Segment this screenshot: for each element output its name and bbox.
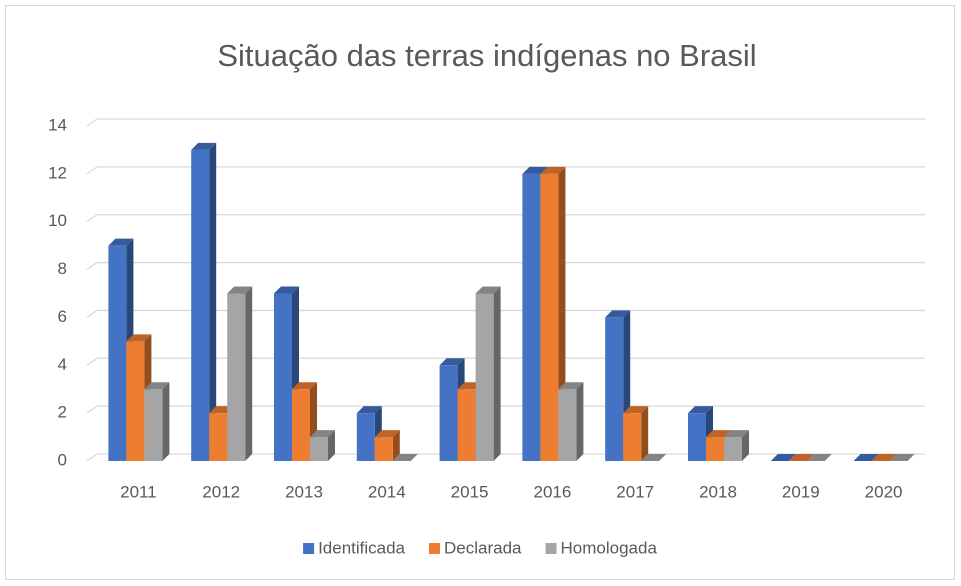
- bar: [540, 173, 559, 461]
- legend-swatch: [303, 543, 315, 554]
- bar-top: [623, 406, 649, 414]
- bar-top: [724, 430, 749, 438]
- bar-top: [392, 454, 418, 461]
- bar: [191, 149, 210, 461]
- bar: [356, 413, 375, 461]
- bar-top: [770, 454, 796, 461]
- bar-side: [392, 430, 400, 461]
- bar-top: [439, 358, 465, 366]
- grid-line: [86, 309, 925, 318]
- bar-top: [126, 334, 152, 342]
- bar-top: [310, 430, 335, 438]
- bar-top: [641, 454, 667, 461]
- grid-line: [86, 405, 925, 414]
- grid-line: [86, 214, 925, 223]
- grid-line: [86, 357, 925, 366]
- x-tick-label: 2013: [285, 482, 323, 501]
- grid-line: [86, 166, 925, 175]
- y-tick-label: 4: [58, 355, 67, 374]
- bar-top: [853, 454, 879, 461]
- bar-top: [292, 382, 317, 390]
- y-tick-label: 8: [58, 259, 67, 278]
- bar-top: [144, 382, 170, 390]
- bar-side: [641, 406, 649, 461]
- bar-side: [209, 142, 217, 461]
- bar: [706, 437, 724, 461]
- bar-side: [162, 382, 170, 461]
- bar: [126, 341, 145, 461]
- legend-label: Declarada: [444, 538, 522, 557]
- legend-swatch: [429, 543, 441, 554]
- y-tick-label: 2: [58, 403, 67, 422]
- bar-top: [274, 286, 299, 294]
- bar-top: [788, 454, 814, 461]
- bar-side: [245, 286, 253, 461]
- bar-top: [108, 238, 134, 246]
- bar-top: [688, 406, 713, 414]
- x-tick-label: 2012: [202, 482, 240, 501]
- legend-swatch: [545, 543, 557, 554]
- x-tick-label: 2015: [451, 482, 489, 501]
- x-tick-label: 2017: [616, 482, 654, 501]
- legend-label: Identificada: [318, 538, 405, 557]
- y-tick-label: 10: [48, 211, 67, 230]
- x-tick-label: 2019: [782, 482, 820, 501]
- bar-top: [227, 286, 253, 294]
- bar: [522, 173, 541, 461]
- x-tick-label: 2018: [699, 482, 737, 501]
- bar-top: [889, 454, 915, 461]
- bar-top: [475, 286, 501, 294]
- bar-top: [706, 430, 731, 438]
- bar-side: [493, 286, 501, 461]
- bar-top: [558, 382, 584, 390]
- x-tick-label: 2014: [368, 482, 406, 501]
- legend-label: Homologada: [561, 538, 658, 557]
- bar: [274, 293, 292, 461]
- bar: [605, 317, 624, 461]
- bar: [310, 437, 328, 461]
- bar: [623, 413, 642, 461]
- bar: [439, 365, 458, 461]
- bar: [227, 293, 246, 461]
- bar-top: [871, 454, 897, 461]
- bar: [108, 245, 127, 461]
- bar: [558, 389, 577, 461]
- y-tick-label: 14: [48, 115, 67, 134]
- bar-top: [374, 430, 400, 438]
- grid-line: [86, 261, 925, 271]
- bar: [209, 413, 228, 461]
- bar-top: [605, 310, 631, 318]
- grid-line: [86, 118, 925, 127]
- bar: [144, 389, 163, 461]
- x-tick-label: 2020: [865, 482, 903, 501]
- bar-side: [328, 430, 335, 461]
- bar: [292, 389, 310, 461]
- x-tick-label: 2011: [120, 482, 157, 501]
- bar: [475, 293, 494, 461]
- bar-side: [742, 430, 749, 461]
- y-tick-label: 12: [48, 163, 67, 182]
- bar-top: [806, 454, 832, 461]
- bar: [688, 413, 706, 461]
- bar-top: [522, 166, 548, 174]
- bar-side: [576, 382, 584, 461]
- y-tick-label: 6: [58, 307, 67, 326]
- bar: [374, 437, 393, 461]
- bar-top: [356, 406, 382, 414]
- bar: [724, 437, 742, 461]
- bar-top: [540, 166, 566, 174]
- y-tick-label: 0: [58, 450, 67, 469]
- bar-top: [191, 142, 217, 150]
- x-tick-label: 2016: [533, 482, 571, 501]
- chart-title: Situação das terras indígenas no Brasil: [217, 38, 756, 73]
- bar: [457, 389, 476, 461]
